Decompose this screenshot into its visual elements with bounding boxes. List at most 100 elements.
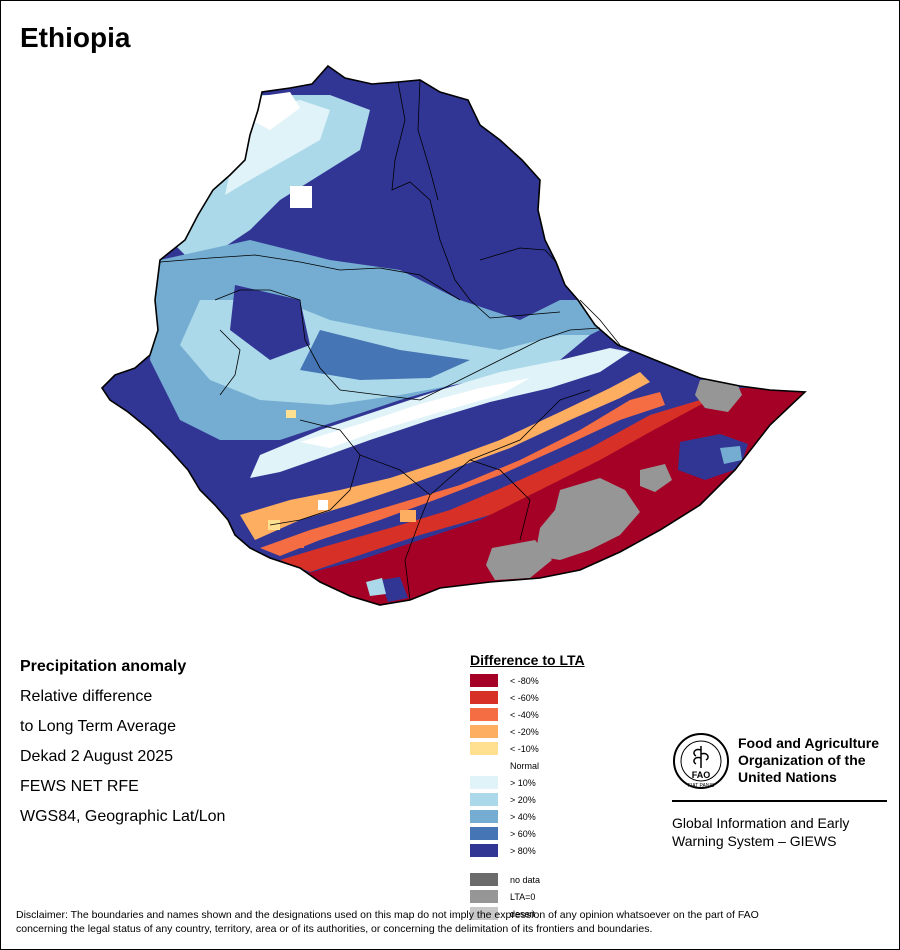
- boundary-west: [219, 329, 241, 396]
- legend-swatch: [470, 776, 498, 789]
- info-line: WGS84, Geographic Lat/Lon: [20, 808, 226, 825]
- raster-west-dark: [230, 285, 310, 360]
- boundary-tigray: [417, 79, 439, 201]
- info-line: to Long Term Average: [20, 718, 176, 735]
- raster-speckle: [400, 510, 416, 522]
- boundary-afar: [391, 81, 561, 319]
- fao-logo-icon: FAO FIAT PANIS: [673, 733, 729, 789]
- legend-label: > 40%: [510, 811, 536, 822]
- raster-speckle: [352, 540, 364, 554]
- legend-item: desert: [470, 905, 585, 922]
- legend-item: > 10%: [470, 774, 585, 791]
- legend-item: no data: [470, 871, 585, 888]
- legend: Difference to LTA < -80% < -60% < -40% <…: [470, 652, 585, 922]
- raster-speckle: [268, 520, 280, 530]
- fao-logo-motto: FIAT PANIS: [688, 783, 715, 789]
- raster-speckle: [318, 500, 328, 510]
- legend-swatch: [470, 742, 498, 755]
- raster-central-blue: [300, 330, 470, 380]
- raster-lta0-east: [640, 464, 672, 492]
- fao-org-name: Food and Agriculture Organization of the…: [738, 735, 898, 786]
- legend-label: > 10%: [510, 777, 536, 788]
- fao-divider: [672, 800, 887, 802]
- fao-org-line: Food and Agriculture: [738, 735, 880, 751]
- legend-swatch: [470, 890, 498, 903]
- info-line: Relative difference: [20, 688, 153, 705]
- fao-logo-ring: [673, 733, 729, 789]
- boundary-afar-north: [479, 247, 557, 263]
- fao-logo-letters: FAO: [692, 770, 711, 780]
- raster-dry-red: [280, 400, 720, 572]
- boundary-amhara: [159, 254, 461, 301]
- raster-lta0-north: [695, 378, 742, 412]
- legend-label: < -80%: [510, 675, 539, 686]
- legend-swatch: [470, 691, 498, 704]
- raster-transition-normal: [300, 378, 530, 448]
- fao-logo-wheat: [693, 746, 709, 768]
- legend-swatch: [470, 674, 498, 687]
- info-line: Dekad 2 August 2025: [20, 748, 174, 765]
- boundary-benishangul: [214, 289, 341, 391]
- raster-lake-tana: [290, 186, 312, 208]
- boundary-somali: [469, 389, 591, 461]
- legend-label: < -20%: [510, 726, 539, 737]
- info-line: FEWS NET RFE: [20, 778, 139, 795]
- legend-swatch: [470, 844, 498, 857]
- fao-org-line: United Nations: [738, 769, 837, 785]
- legend-title: Difference to LTA: [470, 652, 585, 668]
- legend-label: > 20%: [510, 794, 536, 805]
- legend-item: < -20%: [470, 723, 585, 740]
- legend-label: > 60%: [510, 828, 536, 839]
- legend-normal-label: Normal: [510, 760, 540, 771]
- raster-transition-pale: [250, 348, 630, 478]
- raster-se-wet-light: [720, 446, 742, 464]
- raster-south-wet: [380, 577, 408, 602]
- fao-logo-inner-ring: [680, 740, 722, 782]
- legend-item: > 40%: [470, 808, 585, 825]
- giews-line: Global Information and Early: [672, 815, 850, 831]
- legend-label: no data: [510, 874, 541, 885]
- legend-item: > 20%: [470, 791, 585, 808]
- legend-label: > 80%: [510, 845, 536, 856]
- legend-label: < -60%: [510, 692, 539, 703]
- raster-se-wet: [678, 434, 748, 480]
- boundary-dire-dawa: [579, 299, 621, 346]
- info-heading: Precipitation anomaly: [20, 658, 187, 675]
- anomaly-map: [101, 65, 806, 606]
- legend-swatch: [470, 708, 498, 721]
- raster-lta0-center: [535, 478, 640, 560]
- legend-item: < -60%: [470, 689, 585, 706]
- raster-dry-orange: [260, 392, 665, 556]
- legend-label: < -40%: [510, 709, 539, 720]
- legend-swatch: [470, 827, 498, 840]
- disclaimer-line: concerning the legal status of any count…: [16, 923, 653, 935]
- boundary-oromia-south: [359, 454, 431, 601]
- legend-item: > 80%: [470, 842, 585, 859]
- legend-swatch: [470, 907, 498, 920]
- legend-label: desert: [510, 908, 536, 919]
- legend-label: LTA=0: [510, 891, 536, 902]
- legend-swatch: [470, 725, 498, 738]
- boundary-borena: [429, 459, 531, 541]
- legend-swatch: [470, 810, 498, 823]
- legend-item: < -40%: [470, 706, 585, 723]
- map-title: Ethiopia: [20, 22, 131, 53]
- legend-item: < -80%: [470, 672, 585, 689]
- legend-swatch: [470, 873, 498, 886]
- raster-speckle: [290, 538, 304, 548]
- disclaimer-line: Disclaimer: The boundaries and names sho…: [16, 909, 759, 921]
- anomaly-raster: [102, 66, 805, 605]
- legend-item: < -10%: [470, 740, 585, 757]
- boundary-snnpr: [269, 419, 361, 526]
- giews-name: Global Information and Early Warning Sys…: [672, 814, 900, 850]
- legend-label: < -10%: [510, 743, 539, 754]
- legend-item: > 60%: [470, 825, 585, 842]
- raster-lta0-south: [486, 540, 552, 580]
- boundary-oromia-north: [339, 327, 601, 401]
- raster-speckle: [286, 410, 296, 418]
- giews-line: Warning System – GIEWS: [672, 833, 837, 849]
- raster-south-light: [366, 578, 386, 596]
- legend-item: LTA=0: [470, 888, 585, 905]
- legend-swatch: [470, 793, 498, 806]
- info-panel: Precipitation anomaly Relative differenc…: [20, 656, 225, 836]
